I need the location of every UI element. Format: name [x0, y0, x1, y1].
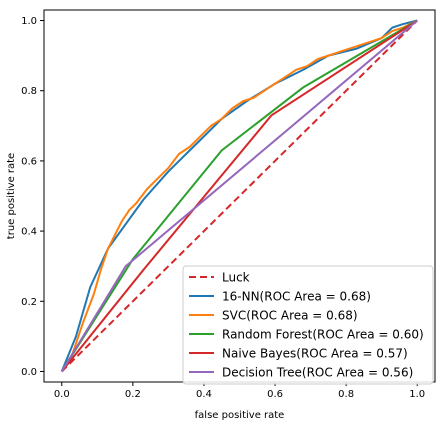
- x-tick-label: 0.8: [338, 389, 354, 400]
- x-tick-label: 0.2: [125, 389, 141, 400]
- plot-lines: [60, 19, 418, 373]
- legend-label: Luck: [222, 271, 250, 285]
- legend-label: Decision Tree(ROC Area = 0.56): [222, 366, 413, 380]
- legend: Luck 16-NN(ROC Area = 0.68) SVC(ROC Area =…: [182, 265, 434, 385]
- y-tick-label: 0.4: [21, 227, 37, 238]
- y-tick-label: 0.2: [21, 297, 37, 308]
- legend-items: Luck 16-NN(ROC Area = 0.68) SVC(ROC Area =…: [189, 271, 424, 380]
- y-tick-label: 0.8: [21, 86, 37, 97]
- series-line-4: [60, 19, 418, 373]
- x-tick-label: 0.4: [196, 389, 212, 400]
- legend-label: Naive Bayes(ROC Area = 0.57): [222, 347, 408, 361]
- series-line-2: [60, 19, 418, 372]
- x-tick-label: 0.6: [267, 389, 283, 400]
- x-axis-label: false positive rate: [195, 410, 285, 421]
- legend-label: SVC(ROC Area = 0.68): [222, 309, 358, 323]
- series-line-3: [60, 19, 418, 373]
- legend-label: Random Forest(ROC Area = 0.60): [222, 328, 424, 342]
- y-axis-label: true positive rate: [6, 153, 17, 239]
- legend-box: [182, 265, 434, 385]
- y-tick-label: 0.0: [21, 367, 37, 378]
- legend-label: 16-NN(ROC Area = 0.68): [222, 290, 371, 304]
- y-tick-label: 1.0: [21, 16, 37, 27]
- series-line-0: [61, 19, 418, 373]
- series-line-5: [60, 19, 418, 372]
- y-tick-label: 0.6: [21, 156, 37, 167]
- x-tick-label: 0.0: [54, 389, 70, 400]
- x-tick-label: 1.0: [409, 389, 425, 400]
